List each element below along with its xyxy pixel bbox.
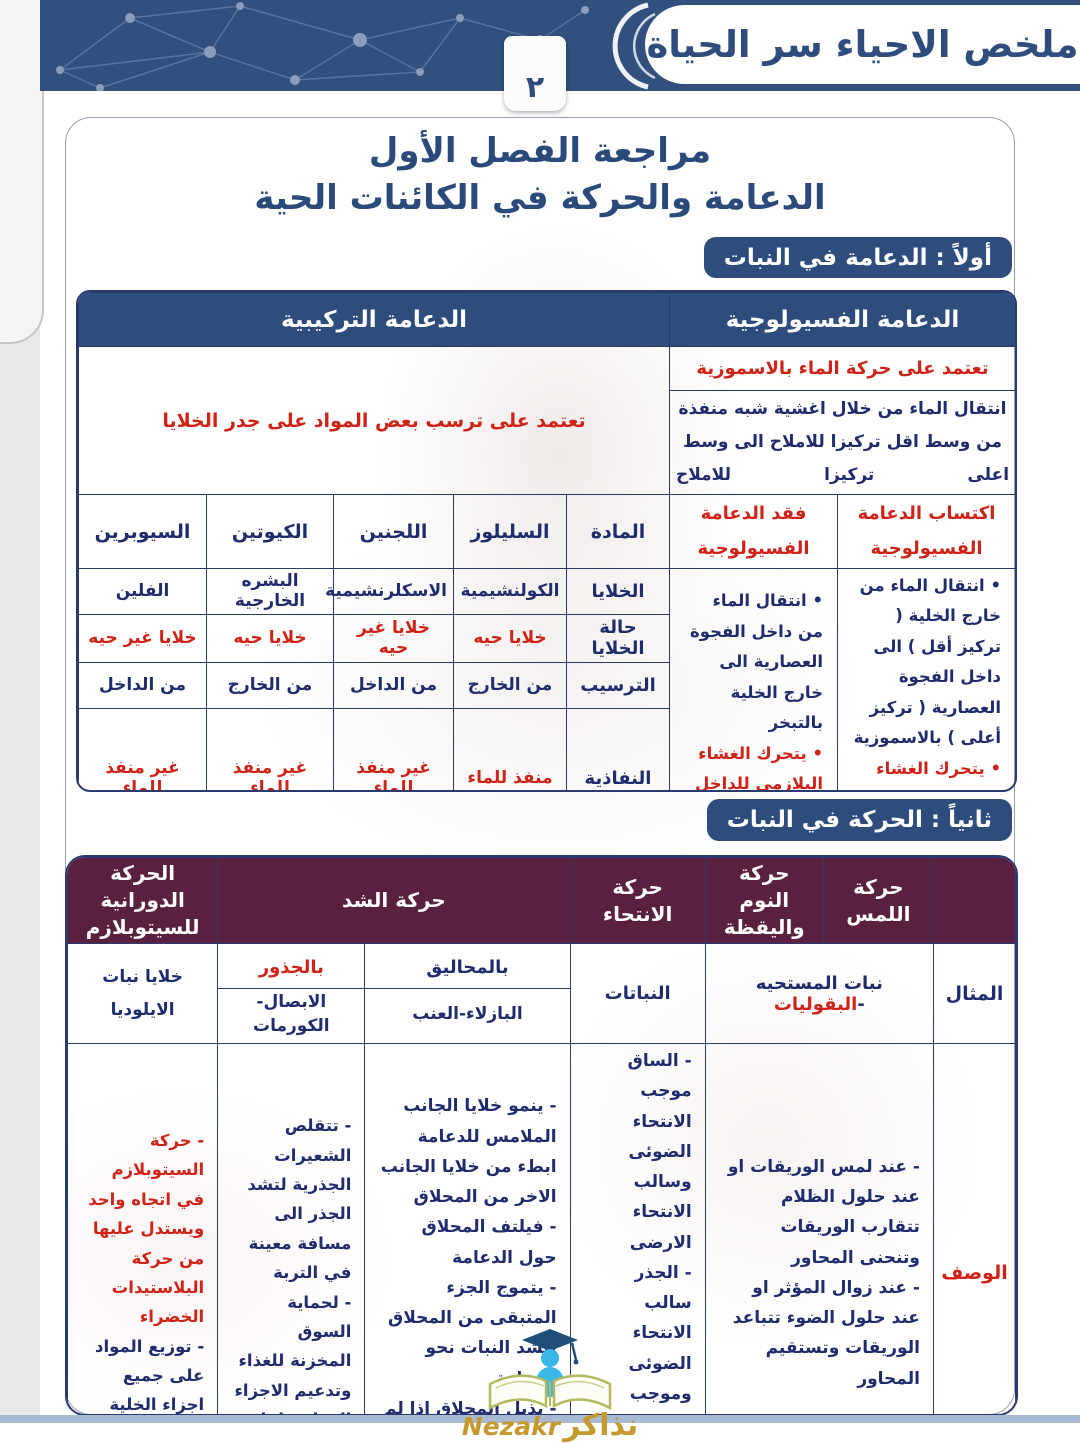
section2-banner: ثانياً : الحركة في النبات	[706, 799, 1012, 841]
review-title: مراجعة الفصل الأول الدعامة والحركة في ال…	[66, 128, 1014, 222]
row-header-material: المادة	[566, 494, 670, 569]
deposition-value: من الخارج	[453, 661, 567, 709]
gain-support-details: انتقال الماء من خارج الخلية ( تركيز أقل …	[837, 567, 1015, 790]
review-title-line1: مراجعة الفصل الأول	[368, 131, 712, 171]
permeability-value: غير منفذ للماء	[78, 707, 207, 790]
deposition-value: من الداخل	[333, 661, 454, 709]
tropism-movement-header: حركة الانتحاء	[569, 857, 706, 944]
structural-basis: تعتمد على ترسب بعض المواد على جدر الخلاي…	[78, 345, 670, 496]
document-title-box: ملخص الاحياء سر الحياة	[645, 5, 1080, 84]
cells-value: الفلين	[78, 567, 207, 615]
tension-movement-header: حركة الشد	[217, 857, 571, 944]
example-rotation: خلايا نبات الايلوديا	[67, 943, 219, 1044]
description-touch-sleep: عند لمس الوريقات او عند حلول الظلام تتقا…	[704, 1043, 934, 1414]
sleep-wake-movement-header: حركة النوم واليقظة	[704, 857, 824, 944]
example-tropism: النباتات	[569, 943, 706, 1044]
loss-support-details: انتقال الماء من داخل الفجوة العصارية الى…	[668, 567, 839, 790]
description-tendrils: ينمو خلايا الجانب الملامس للدعامة ابطء م…	[364, 1043, 571, 1414]
support-table: الدعامة الفسيولوجية الدعامة التركيبية تع…	[76, 290, 1017, 792]
tendrils-example: البازلاء-العنب	[412, 1004, 523, 1025]
example-tendrils: بالمحاليق البازلاء-العنب	[364, 943, 571, 1044]
cytoplasm-rotation-header: الحركة الدورانية للسيتوبلازم	[67, 857, 219, 944]
crescent-icon	[584, 2, 664, 94]
loss-support-header: فقد الدعامة الفسيولوجية	[668, 494, 839, 569]
gain-support-header: اكتساب الدعامة الفسيولوجية	[837, 494, 1015, 569]
roots-sublabel: بالجذور	[218, 946, 365, 989]
structural-support-header: الدعامة التركيبية	[78, 292, 670, 347]
watermark-arabic: نذاكر	[563, 1408, 639, 1443]
touch-movement-header: حركة اللمس	[822, 857, 934, 944]
row-label-description: الوصف	[932, 1043, 1016, 1414]
bottom-edge-strip	[0, 1415, 1080, 1423]
watermark: Nezakr نذاكر	[462, 1322, 638, 1443]
permeability-value: غير منفذ للماء	[333, 707, 454, 790]
tendrils-sublabel: بالمحاليق	[365, 946, 570, 989]
row-header-state: حالة الخلايا	[566, 613, 670, 663]
permeability-value: منفذ للماء	[453, 707, 567, 790]
description-rotation: حركة السيتوبلازم في اتجاه واحد ويستدل عل…	[67, 1043, 219, 1414]
deposition-value: من الخارج	[206, 661, 334, 709]
row-header-permeability: النفاذية	[566, 707, 670, 790]
page-title: ملخص الاحياء سر الحياة	[646, 23, 1079, 66]
row-label-example: المثال	[932, 943, 1016, 1044]
review-title-line2: الدعامة والحركة في الكائنات الحية	[254, 177, 826, 218]
state-value: خلايا غير حيه	[78, 613, 207, 663]
row-header-cells: الخلايا	[566, 567, 670, 615]
state-value: خلايا حيه	[206, 613, 334, 663]
cells-value: البشره الخارجية	[206, 567, 334, 615]
graduate-book-icon	[488, 1329, 612, 1411]
description-tropism: الساق موجب الانتحاء الضوئى وسالب الانتحا…	[569, 1043, 706, 1414]
material-name: السيوبرين	[78, 494, 207, 569]
watermark-latin: Nezakr	[461, 1412, 561, 1441]
content-card: مراجعة الفصل الأول الدعامة والحركة في ال…	[65, 117, 1018, 1416]
state-value: خلايا غير حيه	[333, 613, 454, 663]
physiological-support-header: الدعامة الفسيولوجية	[668, 292, 1015, 347]
section1-banner: أولاً : الدعامة في النبات	[703, 237, 1012, 278]
previous-page-edge	[0, 0, 44, 344]
deposition-value: من الداخل	[78, 661, 207, 709]
corner-cell	[932, 857, 1016, 944]
physio-basis: تعتمد على حركة الماء بالاسموزية	[668, 346, 1015, 391]
material-name: الكيوتين	[206, 494, 334, 569]
page-number-tab: ٢	[504, 36, 566, 111]
cells-value: الاسكلرنشيمية	[325, 567, 454, 615]
network-pattern-decoration	[56, 2, 589, 91]
page-number: ٢	[525, 70, 545, 105]
state-value: خلايا حيه	[453, 613, 567, 663]
description-roots: تتقلص الشعيرات الجذرية لتشد الجذر الى مس…	[217, 1043, 366, 1414]
material-name: اللجنين	[333, 494, 454, 569]
cells-value: الكولنشيمية	[453, 567, 567, 615]
material-name: السليلوز	[453, 494, 567, 569]
roots-example: الابصال- الكورمات	[253, 992, 330, 1036]
permeability-value: غير منفذ للماء	[206, 707, 334, 790]
movement-table: حركة اللمس حركة النوم واليقظة حركة الانت…	[65, 855, 1018, 1416]
example-roots: بالجذور الابصال- الكورمات	[217, 943, 366, 1044]
physio-definition: انتقال الماء من خلال اغشية شبه منفذة من …	[668, 389, 1015, 496]
example-touch-sleep: نبات المستحيه -البقوليات	[704, 943, 934, 1044]
row-header-deposition: الترسيب	[566, 661, 670, 709]
